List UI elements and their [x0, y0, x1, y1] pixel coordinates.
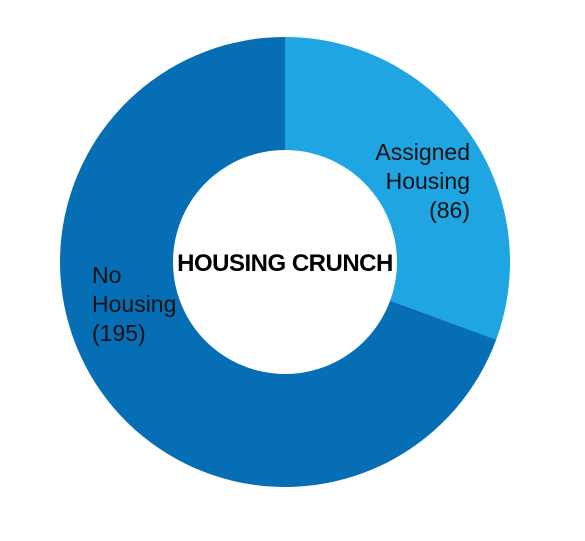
category-label: Assigned Housing [375, 139, 470, 194]
slice-label: Assigned Housing (86) [375, 138, 470, 225]
chart-title: HOUSING CRUNCH [177, 250, 393, 277]
value-label: (195) [92, 320, 146, 346]
value-label: (86) [429, 197, 470, 223]
donut-slice [60, 37, 497, 487]
slice-label: No Housing (195) [92, 261, 177, 348]
category-label: No Housing [92, 262, 177, 317]
donut-slice [285, 37, 511, 340]
